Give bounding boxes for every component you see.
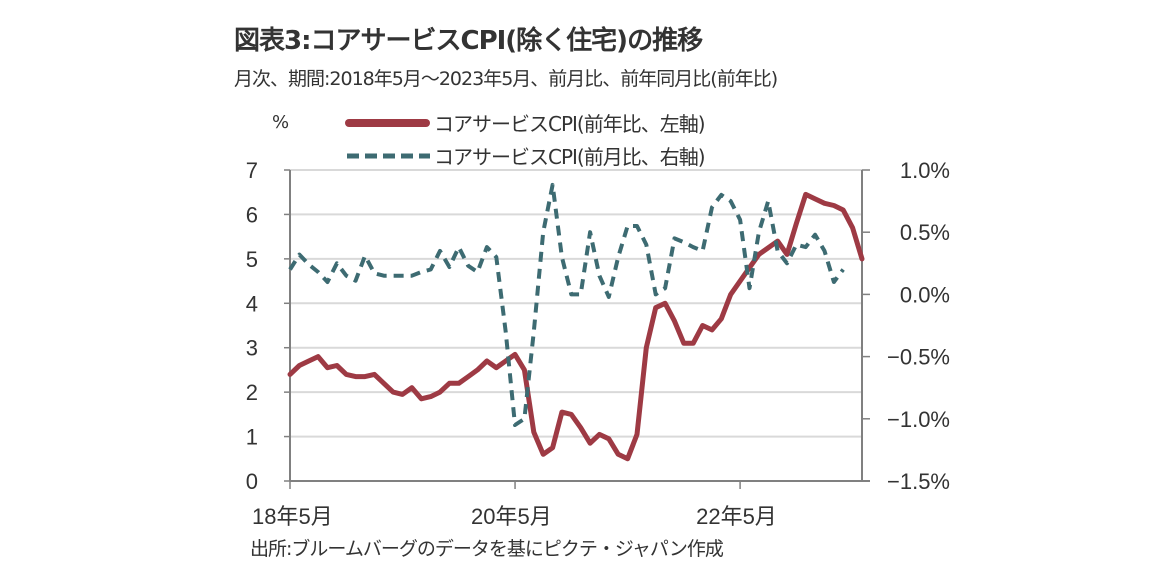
legend-swatch-dashed-line	[347, 153, 430, 158]
legend-label-yoy: コアサービスCPI(前年比、左軸)	[434, 112, 706, 136]
left-axis-tick-label: 3	[246, 336, 258, 361]
legend-item-yoy: コアサービスCPI(前年比、左軸)	[345, 108, 706, 137]
left-axis-tick-label: 5	[246, 247, 258, 272]
x-axis-tick-label: 18年5月	[252, 504, 333, 529]
left-axis-tick-label: 7	[246, 158, 258, 183]
right-axis-tick-label: −0.5%	[887, 345, 950, 370]
left-axis-tick-label: 1	[246, 425, 258, 450]
right-axis-tick-label: 0.0%	[900, 282, 950, 307]
chart-source: 出所:ブルームバーグのデータを基にピクテ・ジャパン作成	[250, 538, 724, 560]
right-axis-tick-label: −1.0%	[887, 407, 950, 432]
chart-subtitle: 月次、期間:2018年5月～2023年5月、前月比、前年同月比(前年比)	[234, 68, 778, 90]
x-axis-tick-label: 20年5月	[471, 504, 552, 529]
right-axis-tick-label: −1.5%	[887, 469, 950, 494]
left-axis-unit: %	[272, 112, 290, 133]
series-line-yoy	[287, 191, 865, 462]
left-axis-tick-label: 0	[246, 469, 258, 494]
legend-swatch-solid-line	[345, 118, 430, 127]
series-line-mom	[288, 182, 845, 427]
x-axis-tick-label: 22年5月	[696, 504, 777, 529]
left-axis-tick-label: 4	[246, 291, 258, 316]
right-axis-tick-label: 1.0%	[900, 158, 950, 183]
chart-title: 図表3:コアサービスCPI(除く住宅)の推移	[234, 26, 703, 56]
legend-label-mom: コアサービスCPI(前月比、右軸)	[434, 145, 706, 169]
legend-item-mom: コアサービスCPI(前月比、右軸)	[345, 141, 706, 170]
left-axis-tick-label: 6	[246, 202, 258, 227]
left-axis-tick-label: 2	[246, 380, 258, 405]
right-axis-tick-label: 0.5%	[900, 220, 950, 245]
